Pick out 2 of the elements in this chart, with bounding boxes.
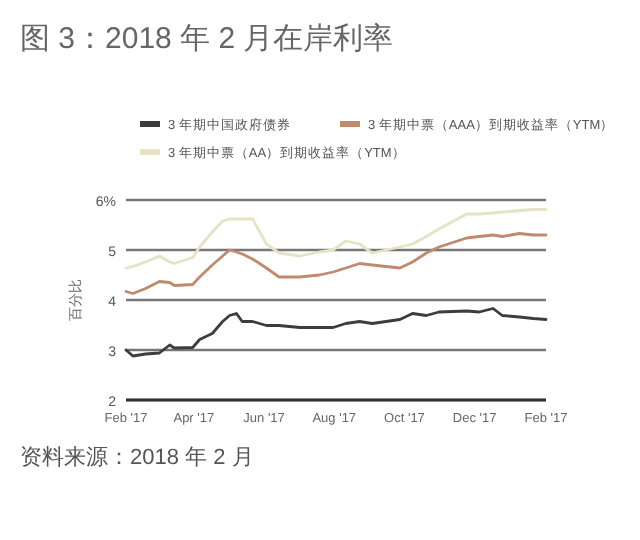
title: 图 3：2018 年 2 月在岸利率: [20, 22, 394, 56]
annotation: 资料来源：2018 年 2 月: [20, 446, 254, 470]
